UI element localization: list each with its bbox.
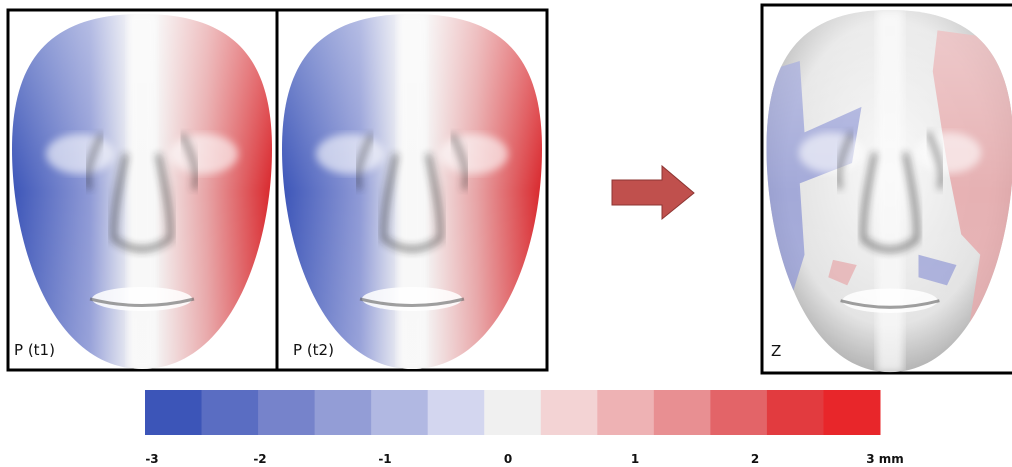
colorbar-tick-label: 0	[504, 452, 512, 466]
panel-label: P (t1)	[14, 341, 55, 359]
colorbar-segment	[540, 390, 598, 435]
colorbar-tick-label: -1	[378, 452, 391, 466]
colorbar-segment	[766, 390, 824, 435]
colorbar-segment	[653, 390, 711, 435]
colorbar-segment	[145, 390, 203, 435]
colorbar-segment	[823, 390, 881, 435]
colorbar-tick-label: -2	[253, 452, 266, 466]
arrow	[611, 164, 695, 221]
colorbar-segment	[484, 390, 542, 435]
colorbar-tick-label: 1	[631, 452, 639, 466]
panel-label: Z	[771, 342, 781, 360]
colorbar-segment	[427, 390, 485, 435]
colorbar	[145, 390, 881, 435]
panel-label: P (t2)	[293, 341, 334, 359]
colorbar-segment	[371, 390, 429, 435]
colorbar-tick-label: -3	[145, 452, 158, 466]
face-z	[757, 10, 1012, 372]
colorbar-tick-label: 3 mm	[866, 452, 904, 466]
colorbar-segment	[314, 390, 372, 435]
colorbar-segment	[710, 390, 768, 435]
colorbar-segment	[258, 390, 316, 435]
colorbar-ticks: -3 -2 -1 0 1 2 3 mm	[145, 452, 903, 466]
colorbar-segment	[597, 390, 655, 435]
colorbar-segment	[201, 390, 259, 435]
colorbar-tick-label: 2	[751, 452, 759, 466]
